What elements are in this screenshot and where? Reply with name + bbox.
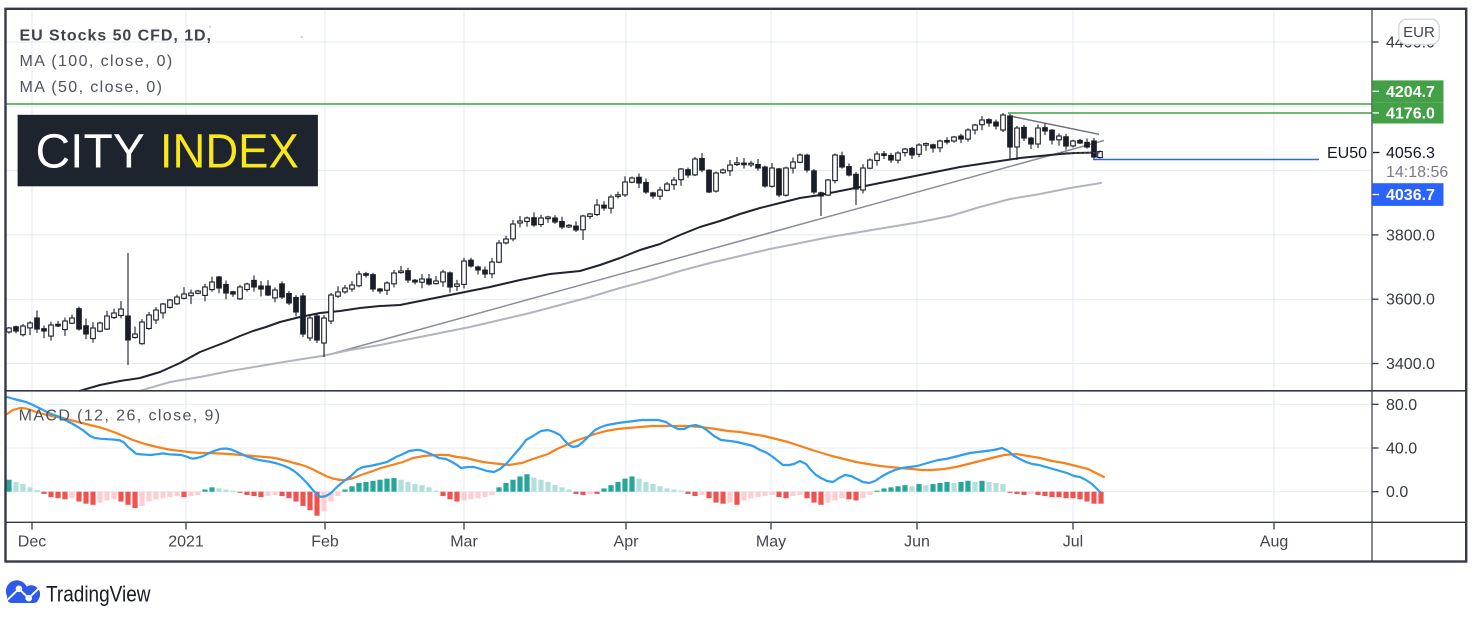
svg-text:Jun: Jun [904,534,930,551]
svg-text:Apr: Apr [614,534,640,551]
svg-text:MACD (12, 26, close, 9): MACD (12, 26, close, 9) [19,407,222,424]
svg-text:4176.0: 4176.0 [1386,106,1435,123]
svg-text:4204.7: 4204.7 [1386,84,1435,101]
svg-text:Jul: Jul [1063,534,1083,551]
svg-text:3800.0: 3800.0 [1386,227,1435,244]
svg-text:2021: 2021 [168,534,204,551]
svg-text:EU Stocks 50 CFD, 1D,: EU Stocks 50 CFD, 1D, [20,28,212,45]
svg-text:MA (50, close, 0): MA (50, close, 0) [20,79,164,96]
svg-text:Mar: Mar [450,534,478,551]
svg-text:4056.3: 4056.3 [1386,145,1435,162]
svg-text:EU50: EU50 [1327,145,1367,162]
svg-text:3600.0: 3600.0 [1386,292,1435,309]
svg-text:80.0: 80.0 [1386,397,1417,414]
svg-text:TradingView: TradingView [46,581,151,606]
svg-text:3400.0: 3400.0 [1386,356,1435,373]
svg-text:0.0: 0.0 [1386,484,1408,501]
svg-text:40.0: 40.0 [1386,441,1417,458]
svg-text:4036.7: 4036.7 [1386,187,1435,204]
svg-text:Dec: Dec [18,534,46,551]
svg-text:-: - [300,31,304,43]
svg-text:Aug: Aug [1260,534,1288,551]
svg-text:Feb: Feb [311,534,339,551]
svg-text:MA (100, close, 0): MA (100, close, 0) [20,53,174,70]
svg-text:EUR: EUR [1403,24,1435,41]
svg-text:': ' [209,24,211,36]
svg-text:May: May [756,534,786,551]
svg-text:14:18:56: 14:18:56 [1386,164,1448,181]
